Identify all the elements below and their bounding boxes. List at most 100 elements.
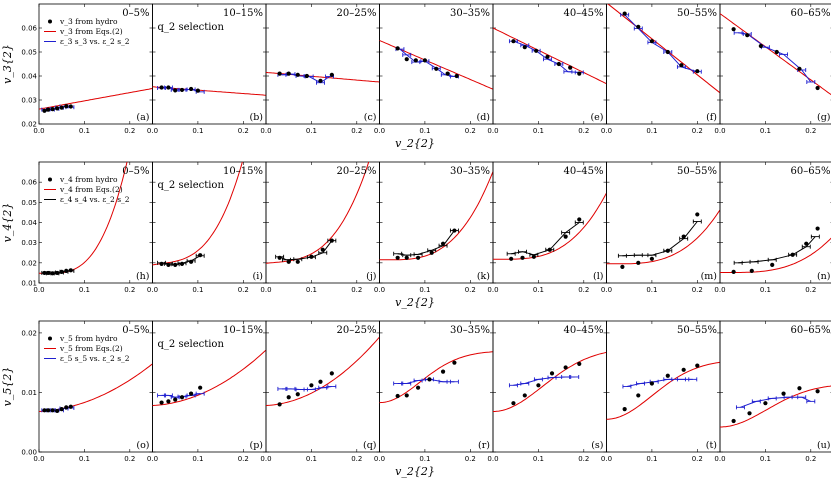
centrality-label: 40–45% <box>564 325 604 336</box>
hydro-point <box>59 407 64 412</box>
x-tick-label: 0.0 <box>260 127 271 135</box>
hydro-point <box>188 259 194 264</box>
hydro-point <box>166 399 171 404</box>
selection-annotation: q_2 selection <box>158 22 225 33</box>
legend-entry: v_4 from hydro <box>59 175 118 184</box>
panel-frame <box>492 320 607 453</box>
x-tick-label: 0.2 <box>805 286 816 294</box>
legend-entry: ε_3 s_3 vs. ε_2 s_2 <box>60 37 130 46</box>
hydro-point <box>413 58 418 63</box>
x-tick-label: 0.1 <box>192 127 203 135</box>
hydro-point <box>195 88 200 93</box>
panel-p: 0.0 0.1 0.2 10–15% (p) q_2 selection <box>147 320 267 463</box>
x-tick-label: 0.2 <box>124 127 135 135</box>
hydro-point <box>781 391 786 396</box>
legend-entry: ε_5 s_5 vs. ε_2 s_2 <box>60 354 130 363</box>
x-tick-label: 0.0 <box>601 286 612 294</box>
x-tick-label: 0.0 <box>147 286 158 294</box>
hydro-point <box>179 395 185 400</box>
panel-frame <box>606 161 721 284</box>
x-tick-label: 0.1 <box>79 127 90 135</box>
hydro-point <box>649 256 655 261</box>
x-tick-label: 0.0 <box>374 455 385 463</box>
hydro-point <box>55 408 60 414</box>
hydro-point <box>395 393 400 399</box>
panel-frame <box>492 161 607 284</box>
hydro-point <box>50 408 55 413</box>
x-tick-label: 0.2 <box>465 127 476 135</box>
hydro-point <box>549 371 555 376</box>
hydro-point <box>731 27 736 32</box>
eqs-curve <box>39 162 128 274</box>
hydro-point <box>59 269 64 275</box>
hydro-point <box>520 255 525 260</box>
hydro-point <box>695 212 700 217</box>
hydro-point <box>695 69 700 74</box>
hydro-point <box>45 408 51 413</box>
hydro-point <box>42 408 47 413</box>
panel-letter: (s) <box>591 440 603 451</box>
panel-letter: (g) <box>817 112 831 123</box>
panel-letter: (u) <box>817 440 831 451</box>
hydro-point <box>45 270 51 276</box>
x-axis-label-v4: v_2{2} <box>395 296 435 309</box>
eqs-curve <box>266 336 380 407</box>
hydro-point <box>731 269 736 275</box>
x-tick-label: 0.1 <box>646 286 657 294</box>
hydro-point <box>166 85 171 90</box>
hydro-point <box>55 270 60 276</box>
panel-letter: (p) <box>250 440 264 451</box>
eps-curve <box>740 396 812 408</box>
hydro-point <box>198 385 203 390</box>
hydro-point <box>815 85 820 91</box>
panel-letter: (m) <box>701 271 717 282</box>
y-tick-label: 0.02 <box>21 259 37 267</box>
y-axis-label-v3: v_3{2} <box>1 44 14 84</box>
hydro-point <box>665 49 670 55</box>
panel-letter: (q) <box>363 440 377 451</box>
eqs-curve <box>720 385 831 428</box>
x-tick-label: 0.1 <box>192 286 203 294</box>
centrality-label: 60–65% <box>791 325 831 336</box>
eps-curve <box>511 222 580 256</box>
panel-letter: (r) <box>478 440 490 451</box>
x-tick-label: 0.2 <box>124 286 135 294</box>
y-tick-label: 0.05 <box>21 49 37 57</box>
hydro-point <box>797 66 802 71</box>
hydro-point <box>445 71 450 76</box>
eqs-curve <box>607 4 720 94</box>
y-tick-label: 0.05 <box>21 199 37 207</box>
hydro-point <box>649 39 655 44</box>
hydro-point <box>286 259 291 264</box>
eps-curve <box>738 32 812 83</box>
x-tick-label: 0.0 <box>147 127 158 135</box>
panel-l: 0.0 0.1 0.2 40–45% (l) <box>487 161 607 294</box>
x-tick-label: 0.0 <box>147 455 158 463</box>
panel-frame <box>379 161 494 284</box>
hydro-point <box>309 383 314 388</box>
panel-frame <box>719 320 831 453</box>
hydro-point <box>198 253 203 258</box>
centrality-label: 60–65% <box>791 166 831 177</box>
hydro-point <box>563 365 568 370</box>
legend-marker-hydro <box>48 19 52 24</box>
legend-entry: v_5 from Eqs.(2) <box>59 344 123 353</box>
y-tick-label: 0.06 <box>21 179 37 187</box>
panel-frame <box>265 3 380 125</box>
panel-letter: (d) <box>477 112 491 123</box>
x-tick-label: 0.2 <box>692 286 703 294</box>
panel-m: 0.0 0.1 0.2 50–55% (m) <box>601 161 721 294</box>
eqs-curve <box>266 162 370 264</box>
y-tick-label: 0.03 <box>21 239 37 247</box>
y-tick-label: 0.01 <box>21 280 37 288</box>
centrality-label: 20–25% <box>337 8 377 19</box>
x-tick-label: 0.0 <box>714 286 725 294</box>
hydro-point <box>815 389 820 394</box>
panel-b: 0.0 0.1 0.2 10–15% (b) q_2 selection <box>147 3 267 135</box>
eps-curve <box>624 14 698 73</box>
panel-letter: (o) <box>136 440 149 451</box>
y-tick-label: 0.03 <box>21 97 37 105</box>
hydro-point <box>770 262 775 267</box>
